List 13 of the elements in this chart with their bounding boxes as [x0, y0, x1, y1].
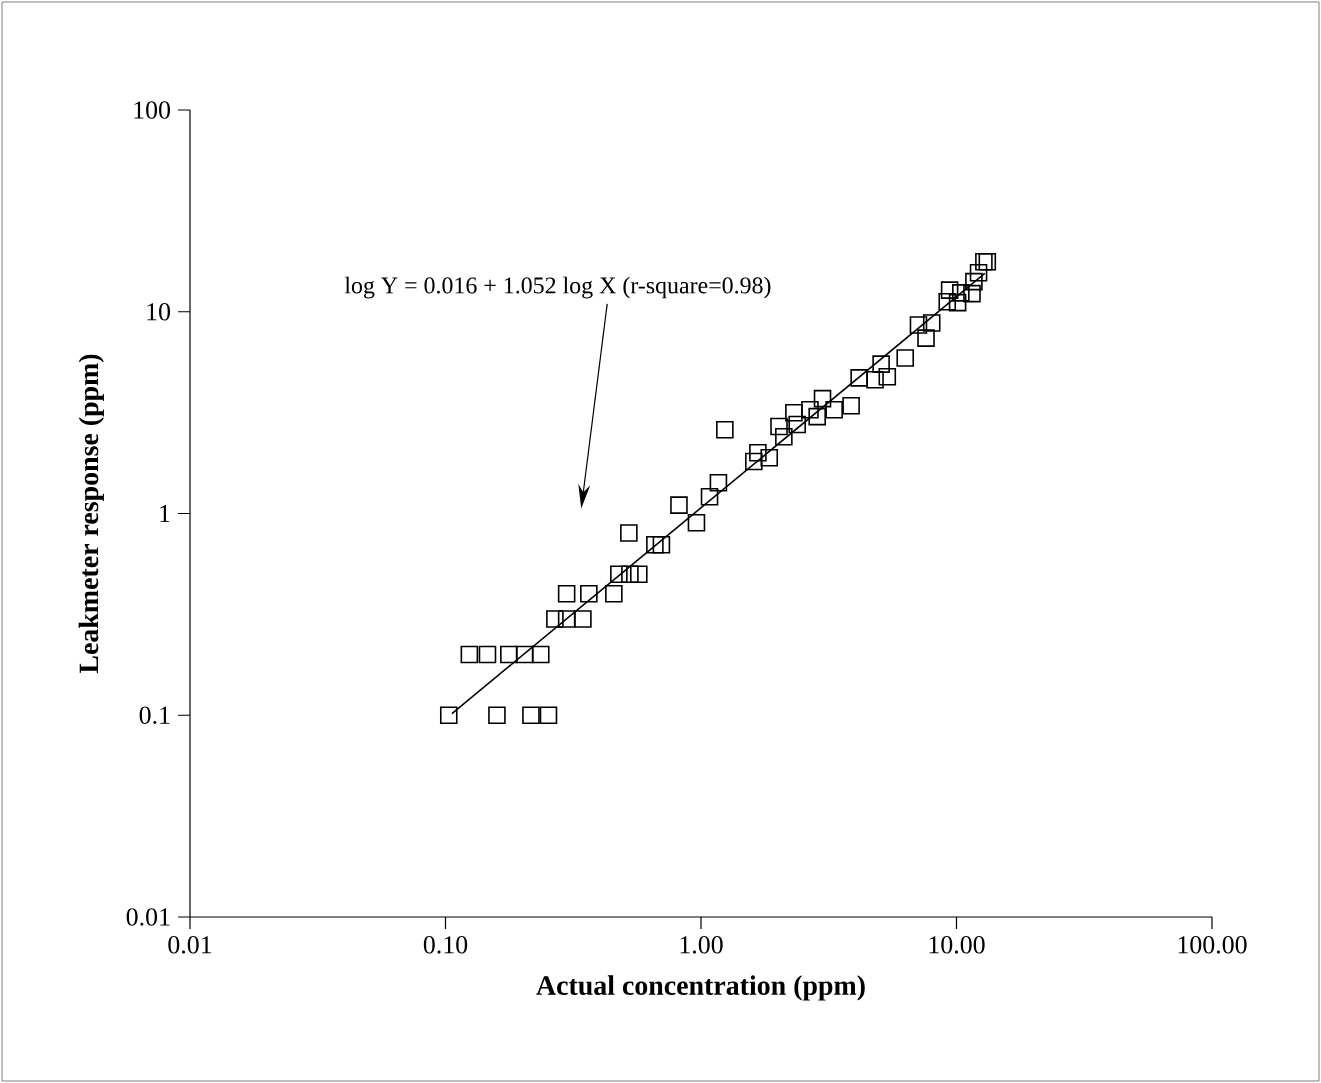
y-tick-label: 1 — [160, 504, 170, 523]
y-tick-label: 0.01 — [126, 908, 170, 926]
x-tick-label: 0.10 — [423, 936, 468, 954]
y-tick-label: 100 — [134, 101, 171, 119]
x-tick-label: 10.00 — [929, 936, 985, 954]
x-tick-label: 0.01 — [168, 936, 212, 954]
x-tick-label: 1.00 — [680, 936, 723, 954]
y-tick-label: 0.1 — [139, 706, 170, 725]
y-axis-title: Leakmeter response (ppm) — [78, 354, 104, 674]
y-tick-label: 10 — [147, 303, 171, 321]
x-tick-label: 100.00 — [1178, 936, 1247, 954]
x-axis-title: Actual concentration (ppm) — [536, 975, 865, 1001]
annotation: log Y = 0.016 + 1.052 log X (r-square=0.98) — [344, 276, 771, 299]
